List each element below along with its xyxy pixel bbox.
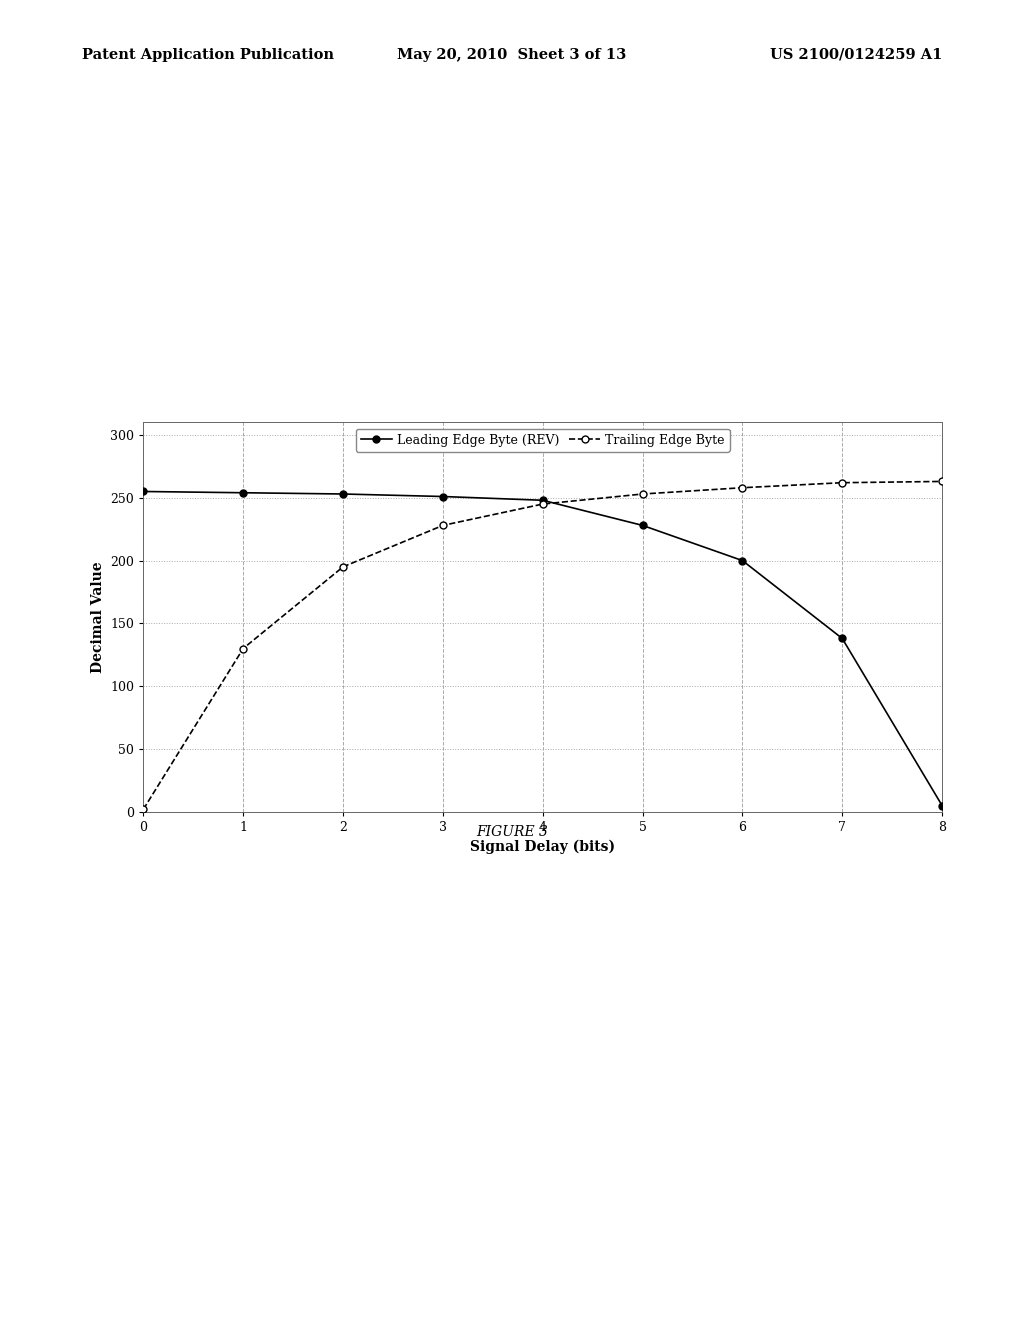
Text: May 20, 2010  Sheet 3 of 13: May 20, 2010 Sheet 3 of 13 [397, 48, 627, 62]
Text: Patent Application Publication: Patent Application Publication [82, 48, 334, 62]
Legend: Leading Edge Byte (REV), Trailing Edge Byte: Leading Edge Byte (REV), Trailing Edge B… [355, 429, 730, 451]
Text: FIGURE 3: FIGURE 3 [476, 825, 548, 840]
Y-axis label: Decimal Value: Decimal Value [91, 561, 104, 673]
Text: US 2100/0124259 A1: US 2100/0124259 A1 [770, 48, 942, 62]
X-axis label: Signal Delay (bits): Signal Delay (bits) [470, 840, 615, 854]
